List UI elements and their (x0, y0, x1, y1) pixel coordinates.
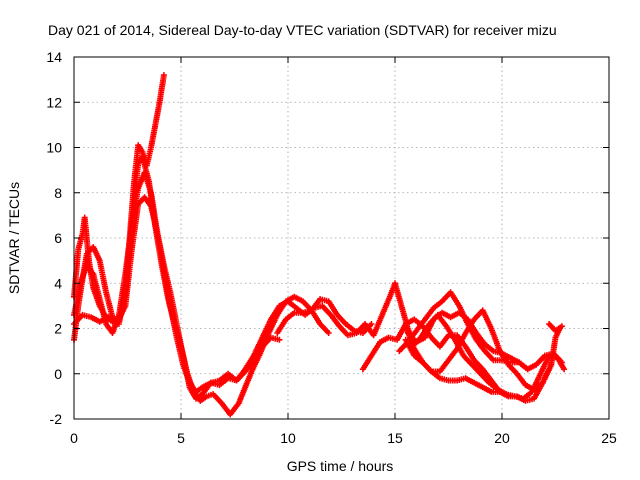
x-tick-label: 5 (177, 430, 185, 446)
series-trace-6 (359, 316, 555, 404)
data-point (558, 323, 565, 330)
y-tick-label: 8 (54, 185, 62, 201)
data-point (561, 366, 568, 373)
y-tick-label: 4 (54, 275, 62, 291)
x-tick-label: 10 (280, 430, 296, 446)
series-trace-5 (274, 296, 375, 336)
series-trace-10 (404, 309, 531, 373)
y-tick-label: 6 (54, 230, 62, 246)
data-point (524, 366, 531, 373)
data-point (325, 330, 332, 336)
data-point (558, 359, 565, 366)
x-tick-label: 0 (70, 430, 78, 446)
y-tick-label: 2 (54, 321, 62, 337)
series-trace-11 (546, 321, 565, 334)
y-tick-label: 14 (46, 49, 62, 65)
series-trace-9 (402, 336, 503, 395)
data-point (368, 321, 375, 327)
series-trace-1 (71, 153, 332, 418)
axes: 0 5 10 15 20 25 -2 0 2 4 6 8 10 12 14 (46, 49, 617, 446)
y-tick-label: 10 (46, 140, 62, 156)
x-tick-label: 20 (494, 430, 510, 446)
y-tick-label: 12 (46, 94, 62, 110)
grid-lines (74, 57, 609, 419)
y-tick-label: 0 (54, 366, 62, 382)
y-axis-label: SDTVAR / TECUs (6, 182, 22, 294)
data-point (496, 388, 503, 395)
x-axis-label: GPS time / hours (287, 458, 394, 474)
data-series (71, 72, 568, 418)
x-tick-label: 25 (601, 430, 617, 446)
data-point (160, 72, 167, 79)
y-tick-label: -2 (50, 411, 63, 427)
x-tick-label: 15 (387, 430, 403, 446)
chart-title: Day 021 of 2014, Sidereal Day-to-day VTE… (48, 22, 557, 38)
data-point (276, 336, 283, 343)
